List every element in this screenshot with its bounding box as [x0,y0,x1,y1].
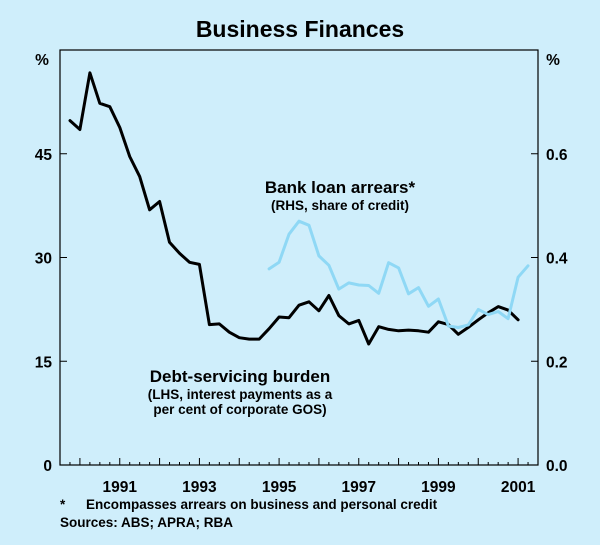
series-subtitle-arrears: (RHS, share of credit) [270,197,410,213]
x-tick-label: 1993 [182,479,217,496]
y-tick-label-right: 0.2 [546,354,568,371]
series-label-arrears: Bank loan arrears* (RHS, share of credit… [220,178,460,213]
series-name-debt: Debt-servicing burden [149,367,331,386]
x-tick-label: 1997 [342,479,376,496]
y-tick-label-right: 0.4 [546,251,568,268]
x-tick-label: 1999 [421,479,456,496]
x-tick-label: 2001 [501,479,536,496]
y-tick-label-left: 15 [35,354,53,371]
footnote-text: Encompasses arrears on business and pers… [86,497,438,512]
y-tick-label-left: 30 [35,251,52,268]
left-axis-unit: % [35,52,49,69]
y-tick-label-left: 45 [35,147,53,164]
series-label-debt: Debt-servicing burden (LHS, interest pay… [120,367,360,418]
y-tick-label-right: 0.6 [546,147,568,164]
footnote-marker: * [60,497,66,512]
y-tick-label-left: 0 [43,458,52,475]
footnote-arrears: * Encompasses arrears on business and per… [60,497,437,512]
footnote-sources: Sources: ABS; APRA; RBA [60,515,234,530]
series-line-debt-servicing [68,71,520,346]
series-subtitle-debt-line2: per cent of corporate GOS) [153,402,327,418]
series-name-arrears: Bank loan arrears* [264,178,416,197]
x-tick-label: 1995 [262,479,297,496]
x-tick-label: 1991 [103,479,138,496]
y-tick-label-right: 0.0 [546,458,568,475]
series-subtitle-debt-line1: (LHS, interest payments as a [147,386,333,402]
series-line-bank-arrears [267,219,530,329]
right-axis-unit: % [546,52,560,69]
chart-title: Business Finances [195,16,405,42]
